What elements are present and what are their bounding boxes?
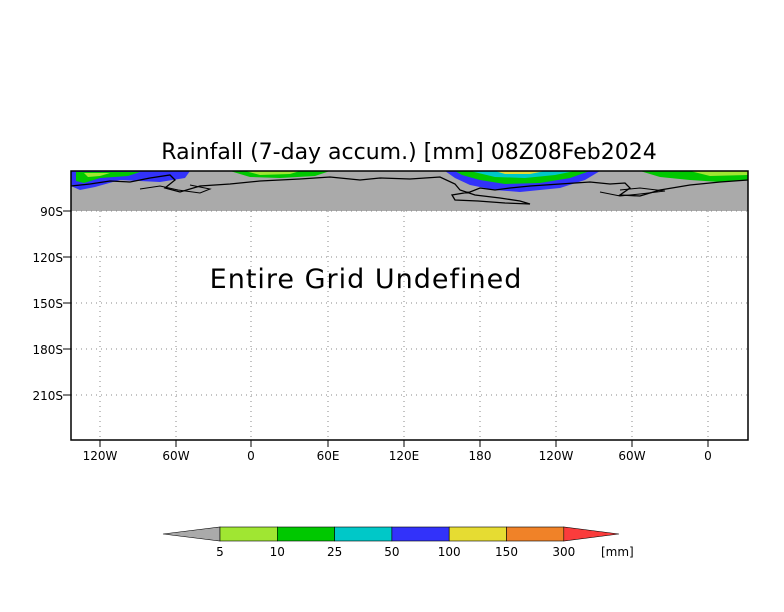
undefined-grid-message: Entire Grid Undefined (210, 264, 523, 295)
colorbar-segment (506, 526, 565, 542)
colorbar-segment (219, 526, 278, 542)
rain-patch-central-light (245, 171, 300, 175)
rain-patch-east-light (690, 171, 748, 176)
colorbar-unit: [mm] (601, 545, 634, 559)
latitude-axis: 90S 120S 150S 180S 210S (32, 205, 71, 403)
lon-label: 120W (539, 449, 574, 463)
map-grid (71, 210, 748, 447)
lon-label: 0 (247, 449, 255, 463)
plot-frame (70, 170, 749, 441)
lon-label: 120W (83, 449, 118, 463)
colorbar-segment (448, 526, 507, 542)
lon-label: 120E (389, 449, 420, 463)
lon-label: 60W (618, 449, 645, 463)
colorbar-segment (334, 526, 393, 542)
colorbar-label: 25 (327, 545, 342, 559)
lat-label: 150S (32, 297, 63, 311)
colorbar-label: 5 (216, 545, 224, 559)
rain-patch-west-light (84, 173, 110, 177)
colorbar-segment (391, 526, 450, 542)
colorbar-label: 150 (495, 545, 518, 559)
coastline-detail-east (599, 187, 666, 197)
lat-label: 180S (32, 343, 63, 357)
map-title: Rainfall (7-day accum.) [mm] 08Z08Feb202… (161, 140, 656, 165)
lat-label: 210S (32, 389, 63, 403)
lon-label: 180 (469, 449, 492, 463)
colorbar-under-arrow (162, 526, 221, 542)
lat-label: 120S (32, 251, 63, 265)
lon-label: 60W (162, 449, 189, 463)
colorbar: 5 10 25 50 100 150 300 (162, 526, 620, 559)
lat-label: 90S (40, 205, 63, 219)
lon-label: 0 (704, 449, 712, 463)
colorbar-label: 10 (270, 545, 285, 559)
colorbar-label: 50 (384, 545, 399, 559)
colorbar-segment (276, 526, 335, 542)
lon-label: 60E (317, 449, 340, 463)
colorbar-over-arrow (563, 526, 620, 542)
coastline (70, 174, 749, 205)
antarctica-strip (70, 171, 749, 211)
rain-patch-pacific-cyan (470, 171, 575, 178)
coastline-detail-west (139, 184, 212, 194)
colorbar-label: 100 (438, 545, 461, 559)
longitude-axis: 120W 60W 0 60E 120E 180 120W 60W 0 (83, 449, 712, 463)
colorbar-label: 300 (552, 545, 575, 559)
